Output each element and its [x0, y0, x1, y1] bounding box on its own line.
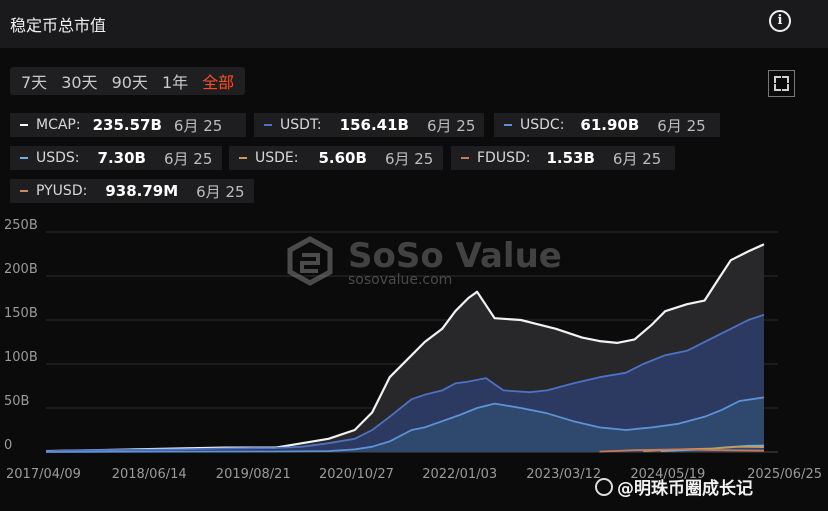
y-tick-label: 200B [4, 262, 38, 277]
x-tick-label: 2018/06/14 [112, 467, 187, 482]
x-tick-label: 2023/03/12 [526, 467, 601, 482]
watermark-logo-icon [595, 478, 613, 496]
legend-item-usdc: USDC: 61.90B 6月 25 [494, 113, 720, 137]
legend-item-usds: USDS: 7.30B 6月 25 [10, 146, 222, 170]
legend-item-pyusd: PYUSD: 938.79M 6月 25 [10, 179, 254, 203]
x-tick-label: 2019/08/21 [216, 467, 291, 482]
legend-swatch [264, 124, 272, 126]
legend-swatch [20, 124, 28, 126]
area-usdt [46, 314, 764, 452]
info-icon[interactable]: i [769, 10, 791, 32]
tab-1y[interactable]: 1年 [161, 73, 189, 92]
line-usdc [45, 396, 765, 453]
area-usdc [46, 397, 764, 452]
tab-90d[interactable]: 90天 [111, 73, 148, 92]
tab-30d[interactable]: 30天 [61, 73, 98, 92]
y-tick-label: 0 [4, 438, 12, 453]
y-tick-label: 50B [4, 394, 29, 409]
stablecoin-area-chart[interactable]: SoSo Value sosovalue.com 0 50B 100B 150B 200… [0, 211, 828, 511]
legend-item-usde: USDE: 5.60B 6月 25 [229, 146, 443, 170]
legend-swatch [20, 190, 28, 192]
x-tick-label: 2024/05/19 [630, 467, 705, 482]
sosovalue-watermark: SoSo Value sosovalue.com [287, 236, 562, 288]
y-tick-label: 250B [4, 218, 38, 233]
time-range-tabs: 7天 30天 90天 1年 全部 [10, 67, 246, 95]
x-tick-label: 2025/06/25 [747, 467, 822, 482]
legend-item-mcap: MCAP: 235.57B 6月 25 [10, 113, 246, 137]
line-usdt [45, 313, 765, 452]
tab-7d[interactable]: 7天 [21, 73, 48, 92]
overlay-watermark: @明珠币圈成长记 [595, 474, 753, 499]
x-tick-label: 2022/01/03 [422, 467, 497, 482]
line-fdusd [599, 448, 765, 453]
legend-swatch [20, 157, 28, 159]
tab-all[interactable]: 全部 [202, 73, 235, 92]
legend-item-usdt: USDT: 156.41B 6月 25 [254, 113, 484, 137]
y-tick-label: 150B [4, 306, 38, 321]
x-tick-label: 2020/10/27 [319, 467, 394, 482]
watermark-brand: SoSo Value [348, 236, 562, 276]
legend-swatch [239, 157, 247, 159]
header-bar: 稳定币总市值 i [0, 0, 828, 48]
legend-swatch [461, 157, 469, 159]
legend-swatch [504, 124, 512, 126]
fullscreen-icon[interactable] [768, 70, 795, 97]
line-mcap [45, 243, 765, 453]
watermark-url: sosovalue.com [348, 272, 452, 288]
page-title: 稳定币总市值 [10, 16, 107, 35]
x-tick-label: 2017/04/09 [6, 467, 81, 482]
y-tick-label: 100B [4, 350, 38, 365]
legend-item-fdusd: FDUSD: 1.53B 6月 25 [451, 146, 675, 170]
